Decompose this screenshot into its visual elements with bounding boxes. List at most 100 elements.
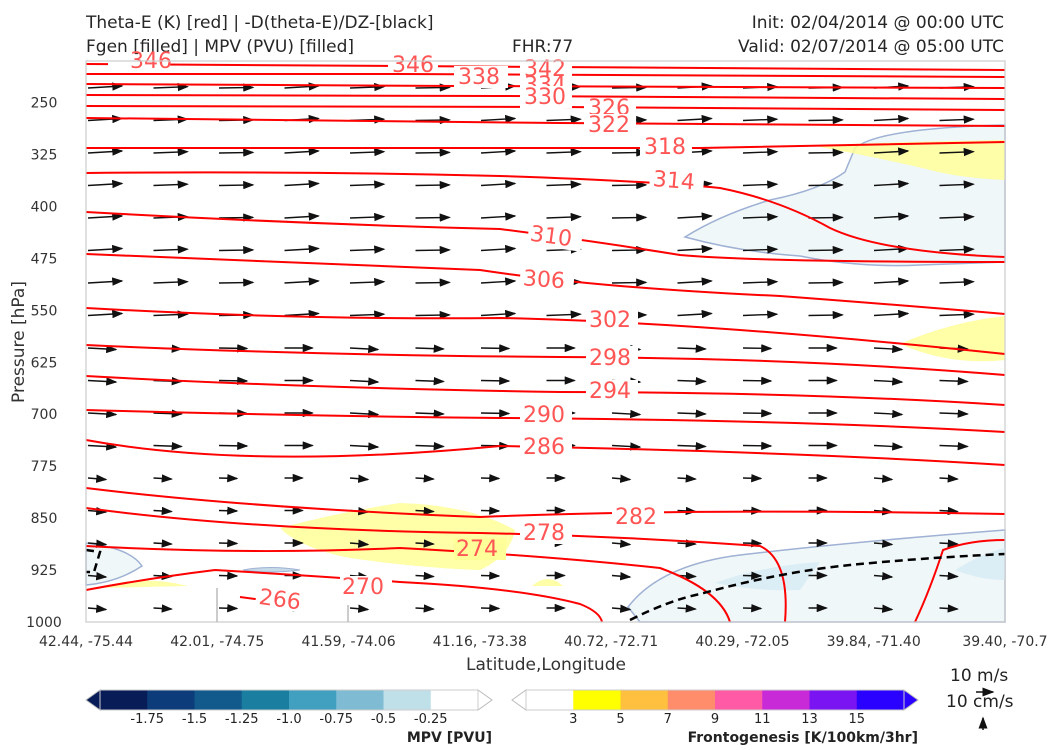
- wind-vector: [611, 180, 648, 190]
- wind-vector: [349, 147, 386, 157]
- x-tick-label: 40.72, -72.71: [564, 634, 658, 650]
- colorbar-segment: [762, 690, 810, 710]
- wind-vector: [87, 409, 118, 419]
- colorbar-tick-label: 7: [664, 712, 672, 727]
- wind-vector: [153, 245, 189, 254]
- wind-vector: [939, 212, 975, 222]
- y-tick-label: 475: [31, 251, 58, 267]
- wind-vector: [677, 114, 713, 124]
- fgen-colorbar-title: Frontogenesis [K/100km/3hr]: [688, 730, 918, 746]
- colorbar-extend-right: [903, 689, 919, 711]
- wind-vector: [87, 572, 108, 581]
- wind-vector: [742, 245, 779, 254]
- label-322: 322: [588, 113, 630, 138]
- wind-vector: [284, 147, 320, 156]
- wind-vector: [218, 376, 249, 386]
- wind-vector: [677, 376, 707, 386]
- wind-vector: [873, 474, 894, 483]
- colorbar-segment: [383, 690, 432, 710]
- wind-vector: [415, 506, 435, 516]
- wind-vector: [349, 180, 386, 189]
- wind-vector: [742, 310, 779, 319]
- wind-vector: [284, 277, 320, 286]
- wind-vector: [873, 147, 910, 156]
- wind-vector: [939, 441, 969, 451]
- mpv-colorbar-title: MPV [PVU]: [407, 730, 492, 746]
- colorbar-segment: [336, 690, 384, 710]
- wind-vector: [415, 115, 451, 125]
- y-axis-label: Pressure [hPa]: [9, 281, 29, 403]
- label-338: 338: [458, 65, 500, 90]
- wind-vector: [480, 277, 517, 286]
- ref-w-label: 10 cm/s: [946, 692, 1014, 712]
- label-306: 306: [522, 266, 566, 294]
- title-line-1: Theta-E (K) [red] | -D(theta-E)/DZ-[blac…: [86, 13, 434, 33]
- wind-vector: [939, 539, 959, 548]
- theta-contour-298: [85, 344, 1006, 376]
- wind-vector: [873, 114, 910, 124]
- contour-labels: 346 346 342 338 334 330 326 322 318 314 …: [108, 49, 705, 616]
- x-tick-label: 41.16, -73.38: [433, 634, 527, 650]
- colorbar-segment: [147, 690, 195, 710]
- wind-vector: [939, 115, 975, 124]
- wind-vector: [415, 148, 451, 157]
- colorbar-segment: [430, 690, 479, 710]
- wind-vector: [480, 212, 517, 221]
- colorbar-tick-label: 5: [616, 712, 624, 727]
- colorbar-outline: [525, 689, 905, 711]
- wind-vector: [218, 571, 239, 580]
- wind-vector: [153, 82, 189, 92]
- wind-vector: [480, 376, 511, 386]
- wind-vector: [742, 147, 779, 157]
- wind-vector: [611, 604, 632, 613]
- colorbar-tick-label: -0.25: [414, 712, 448, 727]
- colorbar-segment: [194, 690, 243, 710]
- wind-vector: [873, 377, 904, 386]
- wind-vector: [939, 376, 969, 386]
- title-line-2: Fgen [filled] | MPV (PVU) [filled]: [86, 37, 355, 57]
- wind-vector: [808, 213, 844, 222]
- wind-vector: [873, 604, 894, 613]
- wind-vector: [349, 212, 386, 222]
- wind-vector: [349, 604, 370, 613]
- mpv-fill-far-right: [955, 548, 1005, 580]
- theta-contour-310: [85, 211, 1006, 263]
- wind-vector: [153, 409, 183, 418]
- wind-vector: [611, 572, 632, 581]
- label-314: 314: [652, 167, 696, 196]
- wind-vector: [218, 278, 255, 287]
- init-time: Init: 02/04/2014 @ 00:00 UTC: [751, 13, 1004, 33]
- wind-vector: [87, 212, 124, 221]
- wind-vector: [480, 571, 501, 580]
- wind-vector: [611, 539, 632, 548]
- mpv-fill-lower-left: [85, 542, 144, 586]
- wind-vector: [415, 213, 451, 222]
- wind-vector: [415, 278, 451, 287]
- wind-vector: [218, 148, 255, 157]
- wind-vector: [480, 309, 517, 319]
- wind-vector: [677, 309, 713, 319]
- wind-vector: [349, 442, 380, 451]
- wind-vector: [742, 441, 773, 451]
- y-tick-label: 925: [31, 563, 58, 579]
- wind-vector: [284, 309, 320, 319]
- wind-vector: [873, 344, 904, 354]
- wind-vector: [939, 245, 975, 254]
- wind-vector: [873, 212, 910, 221]
- wind-vector: [284, 179, 320, 189]
- wind-vector: [742, 344, 773, 353]
- x-axis-label: Latitude,Longitude: [466, 655, 626, 675]
- fgen-fill-lower-left: [100, 580, 188, 588]
- wind-vector: [153, 474, 173, 483]
- label-286: 286: [523, 435, 565, 460]
- wind-vector: [939, 571, 959, 581]
- colorbar-segment: [715, 690, 763, 710]
- wind-vector: [939, 604, 959, 613]
- label-318: 318: [644, 135, 686, 160]
- wind-vector: [87, 539, 108, 548]
- wind-vector: [153, 310, 189, 319]
- wind-vector: [87, 377, 118, 386]
- wind-vector: [415, 539, 435, 548]
- y-tick-label: 700: [31, 407, 58, 423]
- colorbar-tick-label: 9: [711, 712, 719, 727]
